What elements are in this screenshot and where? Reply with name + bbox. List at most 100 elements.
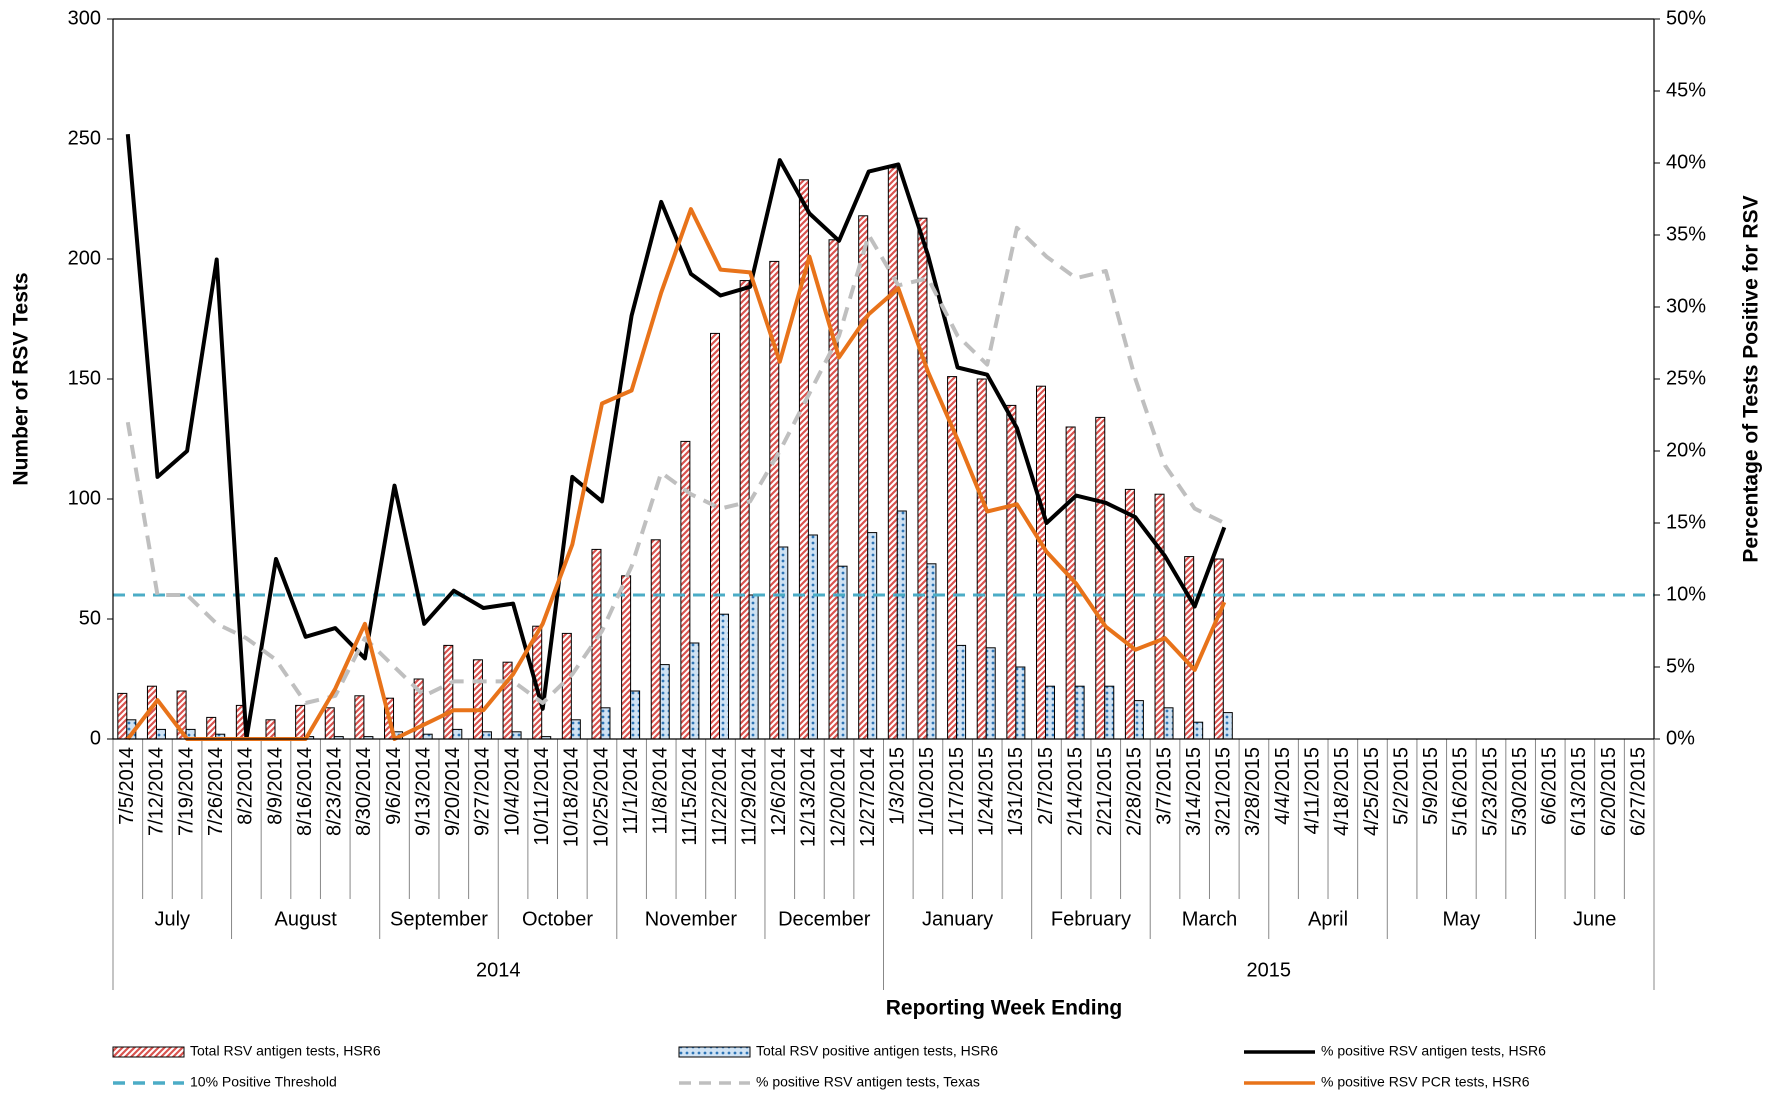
bar (1074, 685, 1085, 740)
year-label: 2015 (1247, 959, 1292, 981)
x-tick-label: 7/19/2014 (175, 747, 197, 836)
y2-tick-label: 45% (1666, 79, 1706, 101)
bar (778, 546, 789, 740)
legend-label: Total RSV positive antigen tests, HSR6 (756, 1043, 998, 1059)
bar (956, 644, 967, 740)
y2-tick-label: 5% (1666, 655, 1695, 677)
bar (422, 733, 433, 740)
x-tick-label: 3/7/2015 (1153, 747, 1175, 825)
bar (570, 719, 581, 740)
month-label: June (1573, 908, 1616, 930)
x-tick-label: 9/13/2014 (412, 747, 434, 836)
x-tick-label: 2/14/2015 (1064, 747, 1086, 836)
bar (630, 690, 641, 740)
x-tick-label: 12/20/2014 (827, 747, 849, 847)
x-tick-label: 9/20/2014 (442, 747, 464, 836)
month-label: April (1308, 908, 1348, 930)
x-tick-label: 11/15/2014 (679, 747, 701, 846)
bar (1006, 404, 1017, 740)
bar (443, 644, 454, 740)
x-tick-label: 12/6/2014 (768, 747, 790, 836)
legend-swatch (678, 1046, 751, 1058)
bar (511, 731, 522, 740)
y-tick-label: 100 (68, 487, 101, 509)
x-tick-label: 3/21/2015 (1213, 747, 1235, 836)
x-tick-label: 5/9/2015 (1420, 747, 1442, 825)
x-tick-label: 9/6/2014 (383, 747, 405, 825)
bar (1124, 488, 1135, 740)
x-tick-label: 6/13/2015 (1568, 747, 1590, 836)
y-tick-label: 50 (79, 607, 101, 629)
y2-tick-label: 20% (1666, 439, 1706, 461)
x-tick-label: 4/11/2015 (1301, 747, 1323, 835)
month-label: January (922, 908, 993, 930)
x-tick-label: 9/27/2014 (472, 747, 494, 836)
month-label: November (645, 908, 738, 930)
legend-label: Total RSV antigen tests, HSR6 (190, 1043, 381, 1059)
x-tick-label: 1/10/2015 (916, 747, 938, 836)
bar (807, 534, 818, 740)
x-tick-label: 1/24/2015 (976, 747, 998, 836)
y-tick-label: 150 (68, 367, 101, 389)
bar (710, 332, 721, 740)
x-tick-label: 3/14/2015 (1183, 747, 1205, 836)
bar (1095, 416, 1106, 740)
bar (561, 632, 572, 740)
y-tick-label: 300 (68, 7, 101, 29)
x-tick-label: 11/1/2014 (620, 747, 642, 835)
bar (206, 716, 217, 740)
x-tick-label: 1/17/2015 (946, 747, 968, 836)
bar (748, 594, 759, 740)
bar (680, 440, 691, 740)
x-tick-label: 4/25/2015 (1361, 747, 1383, 836)
bar (896, 510, 907, 740)
y2-tick-label: 30% (1666, 295, 1706, 317)
bar (1133, 700, 1144, 740)
x-tick-label: 6/6/2015 (1539, 747, 1561, 825)
y2-tick-label: 25% (1666, 367, 1706, 389)
bar (739, 280, 750, 740)
y-tick-label: 0 (90, 727, 101, 749)
y2-tick-label: 40% (1666, 151, 1706, 173)
x-tick-label: 3/28/2015 (1242, 747, 1264, 836)
x-tick-label: 8/16/2014 (294, 747, 316, 836)
month-label: May (1442, 908, 1480, 930)
bar (481, 731, 492, 740)
y-tick-label: 200 (68, 247, 101, 269)
x-tick-label: 12/27/2014 (857, 747, 879, 847)
x-tick-label: 10/4/2014 (501, 747, 523, 836)
x-tick-label: 5/23/2015 (1479, 747, 1501, 836)
y2-tick-label: 10% (1666, 583, 1706, 605)
y2-tick-label: 50% (1666, 7, 1706, 29)
x-tick-label: 10/11/2014 (531, 747, 553, 846)
bar (1035, 385, 1046, 740)
bar (600, 707, 611, 740)
bar (828, 239, 839, 740)
x-tick-label: 7/5/2014 (116, 747, 138, 825)
x-tick-label: 5/30/2015 (1509, 747, 1531, 836)
x-tick-label: 8/30/2014 (353, 747, 375, 836)
bar (719, 613, 730, 740)
x-tick-label: 6/27/2015 (1627, 747, 1649, 836)
x-tick-label: 11/8/2014 (650, 747, 672, 835)
month-label: March (1182, 908, 1238, 930)
bar (858, 215, 869, 740)
bar (1104, 685, 1115, 740)
bar (155, 728, 166, 740)
x-tick-label: 11/22/2014 (709, 747, 731, 846)
bar (867, 532, 878, 740)
bar (650, 539, 661, 740)
legend-label: % positive RSV antigen tests, HSR6 (1321, 1043, 1546, 1059)
month-label: August (274, 908, 337, 930)
month-label: December (778, 908, 871, 930)
bar (917, 217, 928, 740)
bar (1184, 556, 1195, 740)
x-tick-label: 12/13/2014 (798, 747, 820, 847)
x-tick-label: 1/3/2015 (887, 747, 909, 825)
x-tick-label: 4/18/2015 (1331, 747, 1353, 836)
month-label: February (1051, 908, 1131, 930)
x-tick-label: 10/18/2014 (561, 747, 583, 847)
x-tick-label: 8/2/2014 (235, 747, 257, 825)
